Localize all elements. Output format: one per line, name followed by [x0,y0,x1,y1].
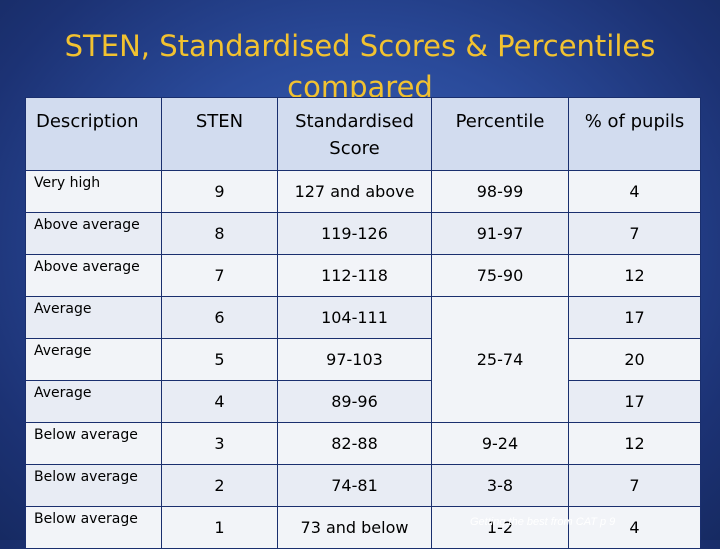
table-row: Below average 2 74-81 3-8 7 [25,464,701,507]
row-sten: 4 [161,380,278,423]
row-percentile: 9-24 [431,422,569,465]
row-score: 82-88 [277,422,432,465]
row-pupils: 17 [568,380,701,423]
row-pupils: 12 [568,254,701,297]
header-sten: STEN [161,97,278,171]
row-pupils: 4 [568,170,701,213]
row-score: 74-81 [277,464,432,507]
row-percentile-merged: 25-74 [431,296,569,423]
row-score: 104-111 [277,296,432,339]
row-description: Average [25,380,162,423]
row-percentile: 3-8 [431,464,569,507]
row-score: 97-103 [277,338,432,381]
row-percentile: 75-90 [431,254,569,297]
row-pupils: 7 [568,464,701,507]
row-score: 119-126 [277,212,432,255]
row-pupils: 20 [568,338,701,381]
row-score: 73 and below [277,506,432,549]
table-row: Average 5 97-103 20 [25,338,701,381]
comparison-table: Description STEN Standardised Score Perc… [25,97,701,549]
row-percentile: 91-97 [431,212,569,255]
row-description: Below average [25,506,162,549]
row-sten: 1 [161,506,278,549]
table-row: Very high 9 127 and above 98-99 4 [25,170,701,213]
header-description: Description [25,97,162,171]
row-score: 112-118 [277,254,432,297]
header-pct-pupils: % of pupils [568,97,701,171]
row-sten: 8 [161,212,278,255]
row-description: Above average [25,212,162,255]
row-sten: 2 [161,464,278,507]
row-description: Average [25,338,162,381]
row-sten: 7 [161,254,278,297]
row-description: Very high [25,170,162,213]
page-title: STEN, Standardised Scores & Percentiles … [64,29,656,104]
table-row: Above average 7 112-118 75-90 12 [25,254,701,297]
source-citation: Getting the best from CAT p 9 [470,516,616,528]
header-standardised-score: Standardised Score [277,97,432,171]
row-sten: 6 [161,296,278,339]
row-score: 127 and above [277,170,432,213]
table-row: Below average 3 82-88 9-24 12 [25,422,701,465]
row-description: Average [25,296,162,339]
table-row: Average 4 89-96 17 [25,380,701,423]
row-description: Below average [25,422,162,465]
row-description: Below average [25,464,162,507]
row-percentile: 98-99 [431,170,569,213]
table-row: Above average 8 119-126 91-97 7 [25,212,701,255]
table-row: Average 6 104-111 25-74 17 [25,296,701,423]
row-sten: 3 [161,422,278,465]
table-header-row: Description STEN Standardised Score Perc… [25,97,701,171]
row-description: Above average [25,254,162,297]
row-sten: 9 [161,170,278,213]
row-pupils: 12 [568,422,701,465]
row-pupils: 17 [568,296,701,339]
row-pupils: 7 [568,212,701,255]
row-sten: 5 [161,338,278,381]
header-percentile: Percentile [431,97,569,171]
row-score: 89-96 [277,380,432,423]
